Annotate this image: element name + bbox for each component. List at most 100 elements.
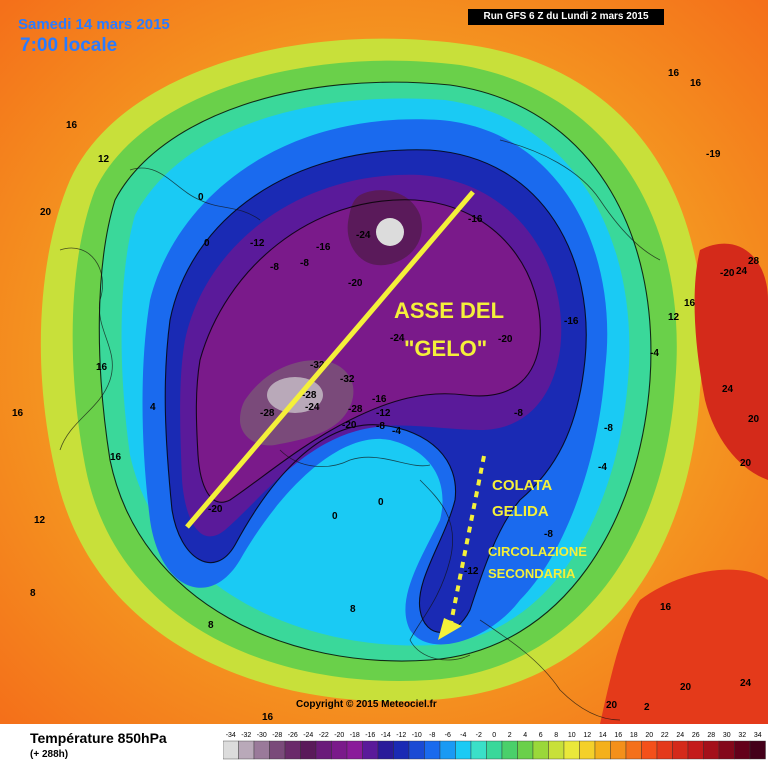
svg-text:-32: -32 [310, 360, 325, 371]
scale-swatch [641, 740, 658, 760]
cold-core-pole [376, 218, 404, 246]
scale-tick-label: 20 [645, 732, 653, 739]
scale-swatch [393, 740, 410, 760]
scale-swatch [377, 740, 394, 760]
svg-text:-8: -8 [300, 258, 309, 269]
svg-text:20: 20 [40, 207, 52, 218]
scale-swatch [718, 740, 735, 760]
scale-tick-label: -26 [288, 732, 298, 739]
freeze-axis-line [185, 190, 475, 529]
scale-tick-label: 0 [492, 732, 496, 739]
svg-text:16: 16 [262, 712, 274, 723]
scale-tick-label: -14 [381, 732, 391, 739]
copyright-notice: Copyright © 2015 Meteociel.fr [296, 699, 437, 710]
scale-tick-label: -24 [303, 732, 313, 739]
svg-text:-16: -16 [316, 242, 331, 253]
svg-text:-28: -28 [260, 408, 275, 419]
model-run-label: Run GFS 6 Z du Lundi 2 mars 2015 [468, 9, 664, 25]
svg-text:-8: -8 [544, 529, 553, 540]
svg-text:8: 8 [30, 588, 36, 599]
cold-outflow-arrow-head [438, 618, 462, 640]
svg-text:-20: -20 [498, 334, 513, 345]
svg-text:16: 16 [690, 78, 702, 89]
scale-tick-label: 2 [508, 732, 512, 739]
svg-text:16: 16 [684, 298, 696, 309]
svg-text:20: 20 [740, 458, 752, 469]
scale-tick-label: 26 [692, 732, 700, 739]
legend: Température 850hPa (+ 288h) -34 -32 -30 -28… [0, 724, 768, 768]
svg-text:0: 0 [204, 238, 210, 249]
scale-swatch [439, 740, 456, 760]
scale-tick-label: 32 [738, 732, 746, 739]
flow-annotation-line2: GELIDA [492, 503, 549, 520]
scale-tick-label: 10 [568, 732, 576, 739]
svg-text:20: 20 [606, 700, 618, 711]
scale-swatch [486, 740, 503, 760]
scale-swatch [253, 740, 270, 760]
svg-text:16: 16 [660, 602, 672, 613]
svg-text:4: 4 [150, 402, 156, 413]
scale-swatch [315, 740, 332, 760]
scale-tick-label: 22 [661, 732, 669, 739]
svg-text:-12: -12 [464, 566, 479, 577]
forecast-date: Samedi 14 mars 2015 [18, 16, 170, 33]
axis-annotation-line2: "GELO" [404, 336, 487, 361]
flow-annotation-line1: COLATA [492, 477, 552, 494]
scale-tick-label: 24 [676, 732, 684, 739]
scale-tick-label: 12 [583, 732, 591, 739]
scale-tick-label: -16 [365, 732, 375, 739]
svg-text:-20: -20 [342, 420, 357, 431]
svg-text:-4: -4 [650, 348, 659, 359]
scale-swatch [517, 740, 534, 760]
svg-text:0: 0 [332, 511, 338, 522]
scale-swatch [579, 740, 596, 760]
scale-swatch [346, 740, 363, 760]
scale-swatch [408, 740, 425, 760]
svg-text:-8: -8 [270, 262, 279, 273]
scale-tick-label: 28 [707, 732, 715, 739]
svg-text:-4: -4 [598, 462, 607, 473]
svg-text:8: 8 [350, 604, 356, 615]
svg-text:-8: -8 [604, 423, 613, 434]
scale-tick-label: 34 [754, 732, 762, 739]
scale-swatch [594, 740, 611, 760]
svg-text:16: 16 [110, 452, 122, 463]
scale-swatch [548, 740, 565, 760]
svg-text:20: 20 [680, 682, 692, 693]
scale-tick-label: -8 [429, 732, 435, 739]
svg-text:-24: -24 [305, 402, 320, 413]
svg-text:-24: -24 [356, 230, 371, 241]
svg-text:-8: -8 [514, 408, 523, 419]
hot-region-east [694, 243, 768, 480]
scale-swatch [532, 740, 549, 760]
svg-text:12: 12 [98, 154, 110, 165]
legend-title: Température 850hPa [30, 730, 167, 746]
scale-swatch [610, 740, 627, 760]
scale-swatch [331, 740, 348, 760]
scale-tick-label: 14 [599, 732, 607, 739]
svg-text:24: 24 [722, 384, 734, 395]
scale-swatch [749, 740, 766, 760]
svg-text:-28: -28 [302, 390, 317, 401]
axis-annotation-line1: ASSE DEL [394, 298, 504, 323]
svg-text:0: 0 [378, 497, 384, 508]
circulation-annotation-line1: CIRCOLAZIONE [488, 544, 587, 559]
scale-swatch [223, 740, 239, 760]
scale-swatch [656, 740, 673, 760]
svg-text:-19: -19 [706, 149, 721, 160]
scale-tick-label: 4 [523, 732, 527, 739]
scale-tick-label: -22 [319, 732, 329, 739]
scale-tick-label: -6 [445, 732, 451, 739]
coastlines [59, 139, 661, 721]
hot-region-southeast [600, 569, 768, 724]
scale-tick-label: -12 [396, 732, 406, 739]
circulation-annotation-line2: SECONDARIA [488, 566, 576, 581]
isotherm-lines [98, 81, 652, 662]
scale-tick-label: 30 [723, 732, 731, 739]
svg-text:16: 16 [668, 68, 680, 79]
svg-text:-16: -16 [468, 214, 483, 225]
svg-text:-12: -12 [376, 408, 391, 419]
scale-swatch [501, 740, 518, 760]
svg-text:-20: -20 [720, 268, 735, 279]
